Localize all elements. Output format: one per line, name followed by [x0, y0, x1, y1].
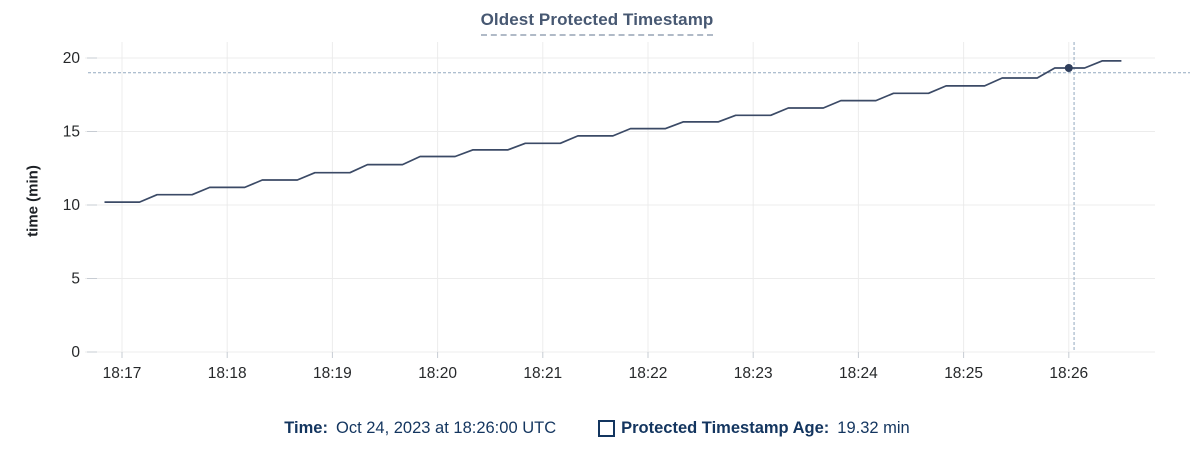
- x-tick-label: 18:17: [103, 365, 142, 382]
- hover-time-value: Oct 24, 2023 at 18:26:00 UTC: [335, 419, 557, 437]
- x-tick-label: 18:25: [944, 365, 983, 382]
- hover-point-dot: [1064, 63, 1073, 72]
- y-tick-label: 0: [71, 344, 80, 361]
- series-value: 19.32 min: [837, 419, 910, 437]
- chart-title-row: Oldest Protected Timestamp: [0, 10, 1194, 36]
- y-tick-label: 10: [63, 197, 81, 214]
- series-line: [104, 60, 1122, 203]
- series-swatch-icon: [598, 420, 616, 437]
- x-tick-label: 18:20: [418, 365, 457, 382]
- y-tick-label: 20: [63, 50, 81, 67]
- y-tick-label: 15: [63, 124, 80, 141]
- hover-time-label: Time:: [284, 419, 328, 437]
- series-label: Protected Timestamp Age:: [621, 419, 830, 437]
- hover-legend: Time: Oct 24, 2023 at 18:26:00 UTC Prote…: [0, 419, 1194, 438]
- x-tick-label: 18:19: [313, 365, 352, 382]
- x-tick-label: 18:18: [208, 365, 247, 382]
- series-legend-toggle[interactable]: Protected Timestamp Age:: [598, 419, 829, 438]
- x-tick-label: 18:21: [523, 365, 562, 382]
- x-tick-label: 18:24: [839, 365, 878, 382]
- x-tick-label: 18:22: [629, 365, 668, 382]
- y-tick-label: 5: [71, 271, 80, 288]
- x-tick-label: 18:26: [1049, 365, 1088, 382]
- x-tick-label: 18:23: [734, 365, 773, 382]
- chart-title[interactable]: Oldest Protected Timestamp: [480, 10, 714, 36]
- chart-plot-area[interactable]: 0 5 10 15 20 18:17 18:18 18:19 18:20 18:21 18:22 18…: [0, 0, 1194, 410]
